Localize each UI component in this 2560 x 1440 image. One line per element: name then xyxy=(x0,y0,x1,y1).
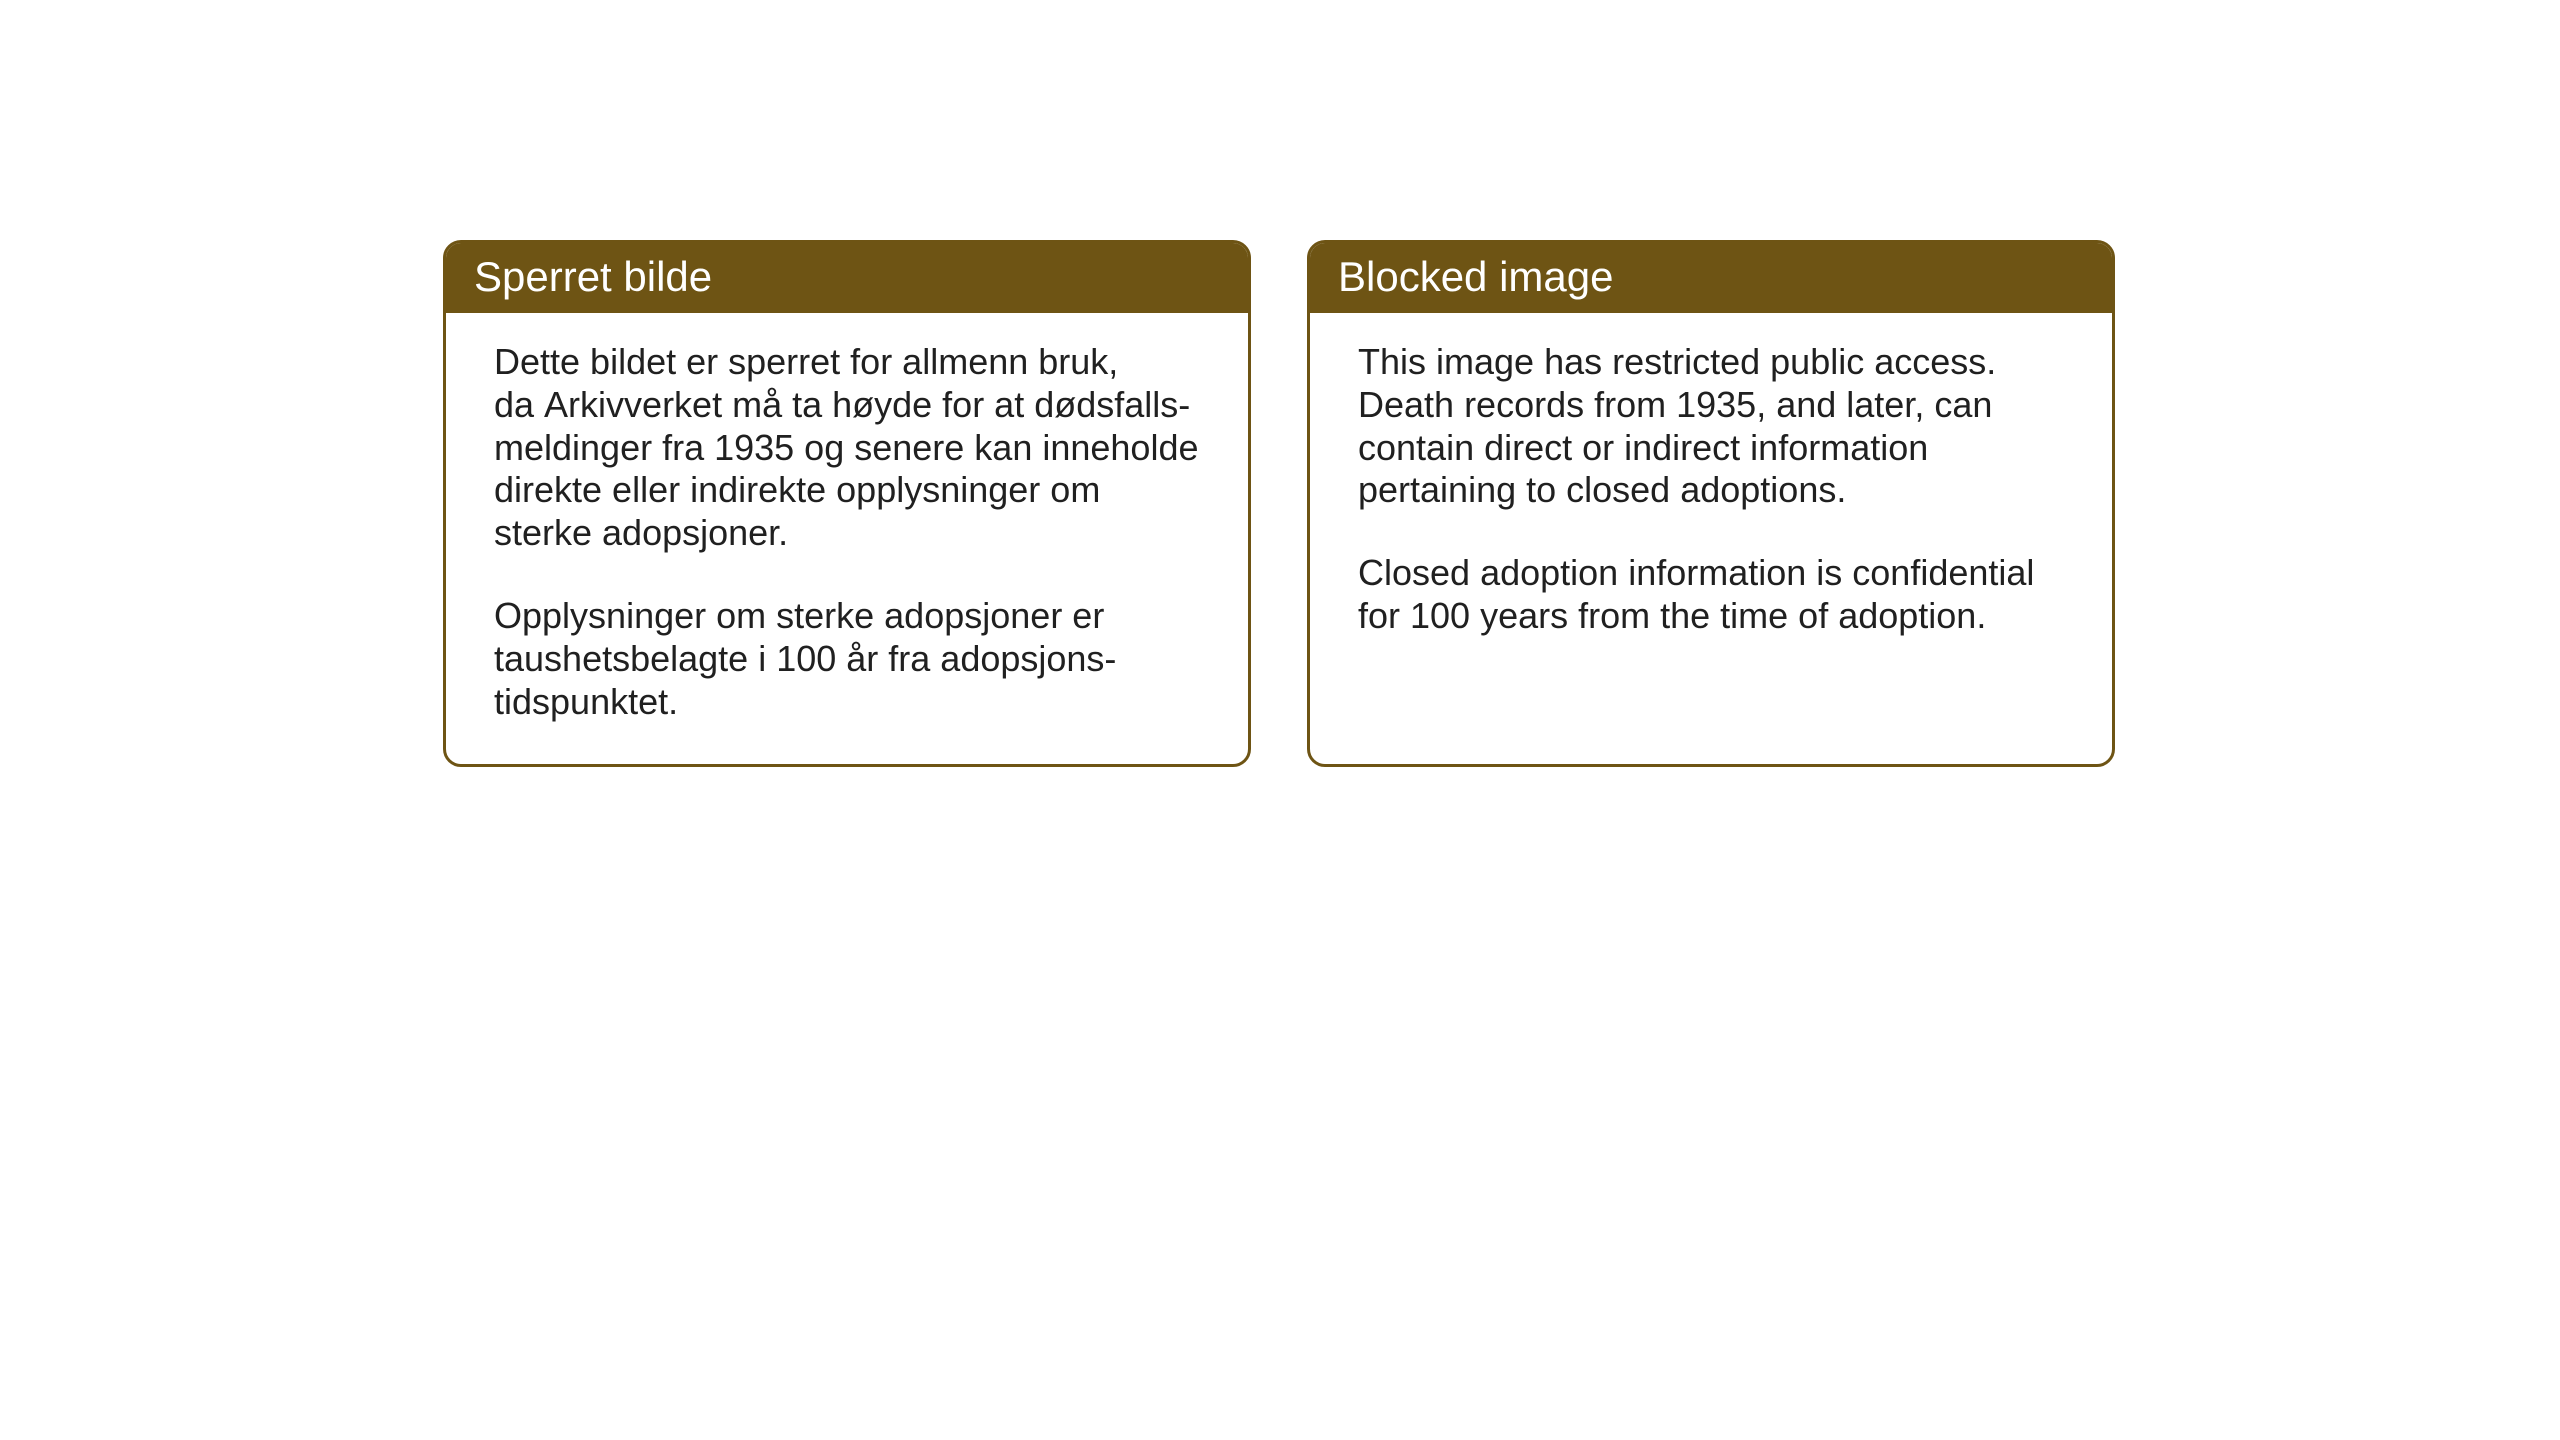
card-norwegian-paragraph-2: Opplysninger om sterke adopsjoner er tau… xyxy=(494,595,1200,723)
cards-container: Sperret bilde Dette bildet er sperret fo… xyxy=(443,240,2115,767)
card-norwegian: Sperret bilde Dette bildet er sperret fo… xyxy=(443,240,1251,767)
card-english-body: This image has restricted public access.… xyxy=(1310,313,2112,764)
card-english-paragraph-1: This image has restricted public access.… xyxy=(1358,341,2064,512)
card-norwegian-paragraph-1: Dette bildet er sperret for allmenn bruk… xyxy=(494,341,1200,555)
card-norwegian-title: Sperret bilde xyxy=(474,253,712,300)
card-english-title: Blocked image xyxy=(1338,253,1613,300)
card-norwegian-body: Dette bildet er sperret for allmenn bruk… xyxy=(446,313,1248,764)
card-english-header: Blocked image xyxy=(1310,243,2112,313)
card-english: Blocked image This image has restricted … xyxy=(1307,240,2115,767)
card-english-paragraph-2: Closed adoption information is confident… xyxy=(1358,552,2064,638)
card-norwegian-header: Sperret bilde xyxy=(446,243,1248,313)
